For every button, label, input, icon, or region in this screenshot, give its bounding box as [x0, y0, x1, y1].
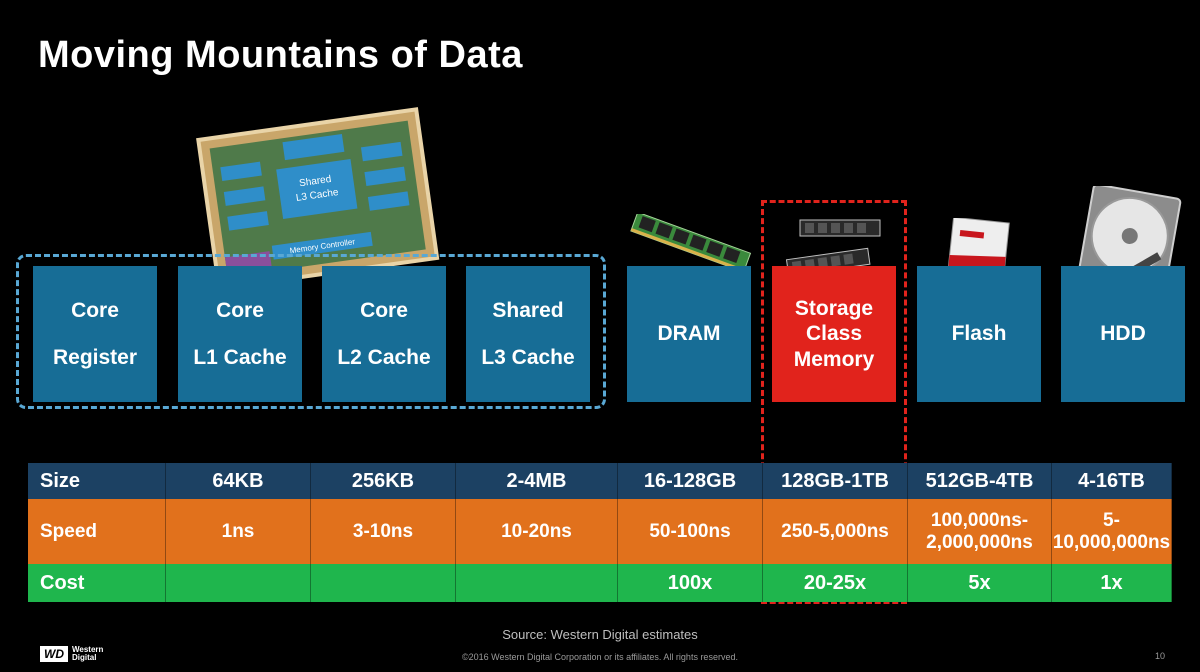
box-hdd: HDD — [1061, 266, 1185, 402]
wd-logo-line1: Western — [72, 645, 104, 654]
table-cell — [456, 564, 618, 602]
table-row-size: Size 64KB 256KB 2-4MB 16-128GB 128GB-1TB… — [28, 463, 1172, 499]
table-cell-line: 5- — [1103, 509, 1120, 531]
table-cell-line: 2,000,000ns — [926, 531, 1033, 553]
box-shared-l3-cache: Shared L3 Cache — [466, 266, 590, 402]
table-cell: 50-100ns — [618, 499, 763, 564]
table-cell: 16-128GB — [618, 463, 763, 499]
box-label-line1: Core — [360, 298, 408, 322]
box-label-line1: Storage — [794, 297, 874, 321]
box-dram: DRAM — [627, 266, 751, 402]
box-core-l1-cache: Core L1 Cache — [178, 266, 302, 402]
table-cell: 1x — [1052, 564, 1172, 602]
table-cell: 512GB-4TB — [908, 463, 1052, 499]
source-note: Source: Western Digital estimates — [502, 627, 698, 642]
row-header-size: Size — [28, 463, 166, 499]
box-flash: Flash — [917, 266, 1041, 402]
slide-title: Moving Mountains of Data — [38, 34, 523, 76]
table-cell: 2-4MB — [456, 463, 618, 499]
box-label-line1: DRAM — [657, 322, 721, 346]
table-cell: 64KB — [166, 463, 311, 499]
table-cell: 250-5,000ns — [763, 499, 908, 564]
box-label-line1: HDD — [1100, 322, 1146, 346]
row-header-cost: Cost — [28, 564, 166, 602]
western-digital-logo: WD Western Digital — [40, 646, 103, 662]
table-cell-line: 100,000ns- — [930, 509, 1029, 531]
row-header-speed: Speed — [28, 499, 166, 564]
table-cell — [166, 564, 311, 602]
box-label-line2: Register — [52, 346, 138, 369]
table-cell: 1ns — [166, 499, 311, 564]
wd-logo-line2: Digital — [72, 653, 97, 662]
cpu-group-frame — [16, 254, 606, 409]
box-label-line2: L2 Cache — [337, 346, 431, 369]
table-cell: 5x — [908, 564, 1052, 602]
wd-logo-name: Western Digital — [72, 646, 103, 662]
table-cell: 10-20ns — [456, 499, 618, 564]
table-cell: 5- 10,000,000ns — [1052, 499, 1172, 564]
table-cell: 256KB — [311, 463, 456, 499]
table-cell: 4-16TB — [1052, 463, 1172, 499]
box-label-line1: Core — [71, 298, 119, 322]
table-row-cost: Cost 100x 20-25x 5x 1x — [28, 564, 1172, 602]
box-label-line1: Shared — [492, 298, 564, 322]
box-core-l2-cache: Core L2 Cache — [322, 266, 446, 402]
table-cell: 20-25x — [763, 564, 908, 602]
table-cell — [311, 564, 456, 602]
table-cell: 3-10ns — [311, 499, 456, 564]
box-label-line2: L1 Cache — [193, 346, 287, 369]
box-label-line2: L3 Cache — [481, 346, 575, 369]
box-storage-class-memory: Storage Class Memory — [772, 266, 896, 402]
page-number: 10 — [1155, 651, 1166, 661]
box-core-register: Core Register — [33, 266, 157, 402]
box-label-line2: Class — [805, 322, 863, 346]
die-shared-label: Shared — [299, 174, 332, 189]
box-label-line1: Flash — [951, 322, 1007, 346]
box-label-line3: Memory — [793, 347, 875, 371]
copyright-notice: ©2016 Western Digital Corporation or its… — [462, 652, 738, 662]
table-cell-line: 10,000,000ns — [1052, 531, 1171, 553]
table-cell: 128GB-1TB — [763, 463, 908, 499]
box-label-line1: Core — [216, 298, 264, 322]
cpu-die-image: Shared L3 Cache Memory Controller — [196, 107, 440, 284]
dram-image — [630, 214, 752, 273]
table-cell: 100x — [618, 564, 763, 602]
wd-logo-mark: WD — [40, 646, 68, 662]
scm-highlight-frame — [761, 200, 907, 604]
table-cell: 100,000ns- 2,000,000ns — [908, 499, 1052, 564]
table-row-speed: Speed 1ns 3-10ns 10-20ns 50-100ns 250-5,… — [28, 499, 1172, 564]
